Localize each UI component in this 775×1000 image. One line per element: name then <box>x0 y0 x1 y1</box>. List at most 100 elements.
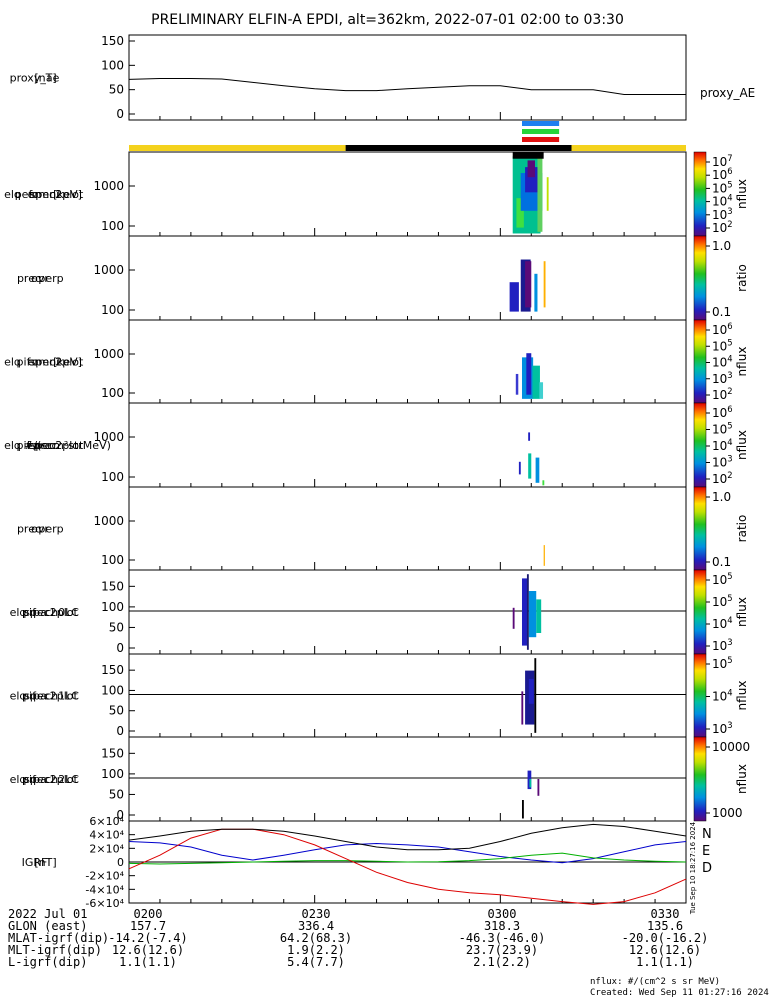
ytick-label: 50 <box>109 620 124 634</box>
ylabel-line: elq <box>4 439 21 452</box>
ylabel-line: pa <box>33 606 47 619</box>
ylabel-line: spec2plot <box>30 439 84 452</box>
ytick-label: 4×10⁴ <box>89 829 124 842</box>
ytick-label: 50 <box>109 787 124 801</box>
spectrogram-cell <box>526 353 532 395</box>
spectrogram-cell <box>529 779 532 788</box>
ylabel-line: perp <box>38 523 63 536</box>
colorbar-elf_prec_ratio_2 <box>693 486 707 571</box>
science-bar-green <box>521 129 560 134</box>
colorbar-tick-label: 103 <box>712 637 733 653</box>
ytick-label: -6×10⁴ <box>85 897 124 910</box>
colorbar-elf_prec_ratio_1 <box>693 235 707 321</box>
colorbar-label: ratio <box>735 264 749 292</box>
ylabel-line: [nT] <box>34 72 56 85</box>
ytick-label: 100 <box>101 386 124 400</box>
panel-frame-proxy_ae <box>128 34 687 121</box>
colorbar-label-elf_eflux_omni: nflux <box>735 179 749 209</box>
spectrogram-cell <box>532 365 540 399</box>
ytick-label: 2×10⁴ <box>89 842 124 855</box>
colorbar-tick-label: 106 <box>712 404 733 420</box>
spectrogram-cell <box>518 461 521 475</box>
footer-row-label: MLAT-igrf(dip) <box>8 931 110 945</box>
ytick-label: 50 <box>109 704 124 718</box>
colorbar-tick-label: 107 <box>712 153 733 169</box>
colorbar-tick-label: 1.0 <box>712 490 731 504</box>
footer-row-value: 64.2(68.3) <box>279 931 353 945</box>
footer-row-value: 318.3 <box>483 919 521 933</box>
panel-frame-elf_pa_ch0 <box>128 569 687 655</box>
ylabel-line: ch0LC <box>45 606 79 619</box>
spectrogram-cell <box>515 373 519 395</box>
orbit-bar-yellow-left <box>129 145 346 151</box>
colorbar-tick-label: 105 <box>712 593 733 609</box>
spectrogram-cell <box>537 156 543 232</box>
spectrogram-cell <box>528 678 534 704</box>
ylabel-line: spec2plot <box>30 188 84 201</box>
ylabel-line: en <box>28 188 42 201</box>
colorbar-tick-label: 106 <box>712 321 733 337</box>
panel-frame-elf_iflux_prec <box>128 402 687 488</box>
ytick-label: 100 <box>101 303 124 317</box>
colorbar-label: nflux <box>735 347 749 377</box>
colorbar-elf_iflux_prec <box>693 402 707 488</box>
ytick-label: 150 <box>101 663 124 677</box>
ytick-label: 100 <box>101 58 124 72</box>
spectrogram-cell <box>509 282 519 312</box>
ytick-label: 1000 <box>93 179 124 193</box>
science-bar-red <box>521 137 560 142</box>
colorbar-label-elf_pa_ch0: nflux <box>735 597 749 627</box>
footer-row-value: 1.1(1.1) <box>636 955 694 969</box>
ylabel-line: prec <box>17 272 41 285</box>
footer-row-label: L-igrf(dip) <box>8 955 88 969</box>
colorbar-tick-label: 1000 <box>712 806 743 820</box>
panel-frame-elf_prec_ratio_2 <box>128 486 687 571</box>
colorbar-tick-label: 104 <box>712 193 733 209</box>
footer-row-value: 0330 <box>650 907 680 921</box>
footer-row-value: 336.4 <box>297 919 335 933</box>
colorbar-label: nflux <box>735 597 749 627</box>
ytick-label: 0 <box>116 724 124 738</box>
ylabel-line: pif <box>22 773 37 786</box>
footer-row-value: -20.0(-16.2) <box>621 931 709 945</box>
ytick-label: -2×10⁴ <box>85 870 124 883</box>
ylabel-line: pif <box>17 356 32 369</box>
colorbar-label: ratio <box>735 515 749 543</box>
colorbar-tick-label: 105 <box>712 571 733 587</box>
ytick-label: 0 <box>116 107 124 121</box>
ylabel-line: elq <box>10 690 27 703</box>
colorbar-label-elf_pa_ch1: nflux <box>735 681 749 711</box>
spectrogram-cell <box>543 261 546 308</box>
spectrogram-cell <box>512 152 544 159</box>
proxy-ae-series-label: proxy_AE <box>700 86 755 100</box>
panel-frame-elf_pa_ch2 <box>128 736 687 822</box>
colorbar-tick-label: 104 <box>712 354 733 370</box>
ylabel-line: pif <box>22 690 37 703</box>
colorbar-tick-label: 103 <box>712 370 733 386</box>
ylabel-line: ovr <box>31 523 49 536</box>
ylabel-line: pa <box>33 773 47 786</box>
spectrogram-cell <box>543 545 545 566</box>
spectrogram-cell <box>539 382 544 399</box>
ylabel-line: elq <box>10 773 27 786</box>
side-timestamp: Tue Sep 10 18:27:16 2024 <box>689 821 697 915</box>
colorbar-label-elf_prec_ratio_1: ratio <box>735 264 749 292</box>
panel-frame-elf_eflux_omni <box>128 151 687 237</box>
colorbar-tick-label: 10000 <box>712 740 750 754</box>
colorbar-label: nflux <box>735 681 749 711</box>
colorbar-tick-label: 0.1 <box>712 555 731 569</box>
panel-frame-elf_pa_ch1 <box>128 653 687 738</box>
colorbar-label-elf_iflux_prec: nflux <box>735 430 749 460</box>
footer-row-value: 157.7 <box>129 919 167 933</box>
side-timestamp-text: Tue Sep 10 18:27:16 2024 <box>689 821 697 915</box>
igrf-legend-D: D <box>702 861 712 876</box>
footer-row-value: 5.4(7.7) <box>287 955 345 969</box>
spectrogram-cell <box>546 177 549 211</box>
ylabel-line: [keV] <box>53 356 82 369</box>
ylabel-line: omni <box>32 188 59 201</box>
footer-row-label: MLT-igrf(dip) <box>8 943 102 957</box>
